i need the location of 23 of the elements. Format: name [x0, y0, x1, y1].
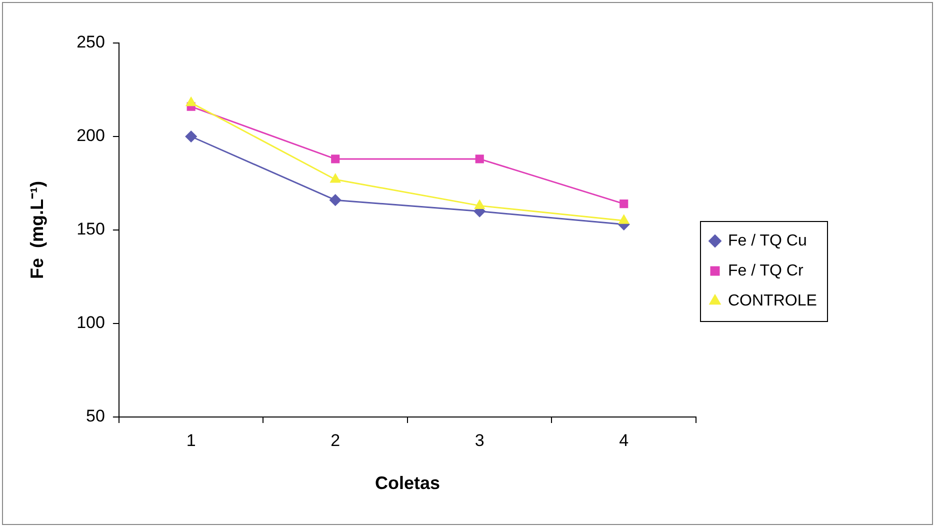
y-axis-title: Fe (mg.L⁻¹) — [26, 181, 47, 279]
x-tick-label: 3 — [474, 430, 484, 450]
point — [186, 97, 196, 106]
point — [474, 200, 485, 209]
point — [330, 174, 340, 183]
legend-label: Fe / TQ Cu — [728, 232, 807, 250]
point — [185, 130, 197, 142]
point — [330, 194, 342, 206]
x-tick-label: 4 — [619, 430, 629, 450]
x-tick-label: 2 — [330, 430, 340, 450]
legend-label: Fe / TQ Cr — [728, 262, 804, 280]
y-tick-label: 50 — [86, 406, 105, 426]
legend-label: CONTROLE — [728, 292, 817, 310]
x-axis-title: Coletas — [374, 473, 440, 494]
point — [475, 154, 484, 164]
x-tick-label: 1 — [186, 430, 196, 450]
point — [618, 214, 629, 224]
y-tick-label: 100 — [76, 313, 105, 332]
y-tick-label: 150 — [76, 220, 105, 239]
point — [620, 200, 628, 208]
y-tick-label: 200 — [76, 126, 105, 146]
point — [331, 154, 340, 164]
y-tick-label: 250 — [76, 32, 105, 52]
